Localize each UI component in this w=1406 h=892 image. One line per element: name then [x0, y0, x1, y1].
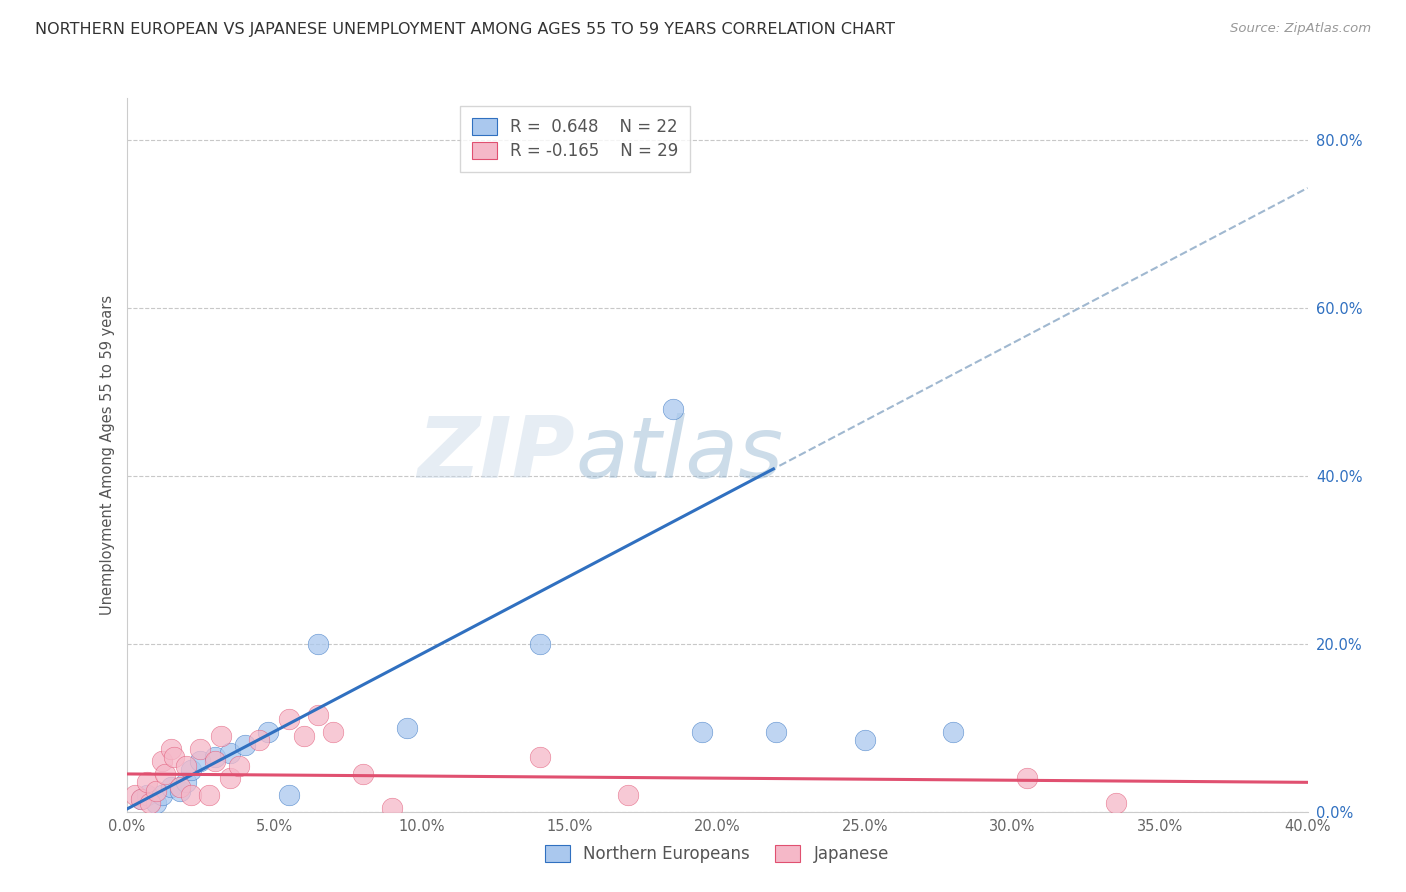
Point [198, 788, 221, 802]
Text: Source: ZipAtlas.com: Source: ZipAtlas.com [1230, 22, 1371, 36]
Point [169, 783, 191, 797]
Point [661, 401, 683, 416]
Point [396, 721, 419, 735]
Point [617, 788, 640, 802]
Point [174, 775, 197, 789]
Y-axis label: Unemployment Among Ages 55 to 59 years: Unemployment Among Ages 55 to 59 years [100, 295, 115, 615]
Point [529, 637, 551, 651]
Point [247, 733, 270, 747]
Point [163, 750, 186, 764]
Point [853, 733, 876, 747]
Point [278, 712, 301, 726]
Point [1105, 797, 1128, 811]
Point [124, 788, 146, 802]
Point [150, 755, 173, 769]
Point [169, 780, 191, 794]
Point [159, 741, 183, 756]
Point [188, 741, 211, 756]
Point [139, 797, 162, 811]
Point [129, 792, 153, 806]
Point [690, 725, 713, 739]
Point [180, 788, 202, 802]
Point [228, 758, 250, 772]
Point [292, 729, 315, 743]
Point [529, 750, 551, 764]
Point [942, 725, 965, 739]
Point [204, 755, 226, 769]
Text: atlas: atlas [575, 413, 783, 497]
Point [233, 738, 256, 752]
Point [278, 788, 301, 802]
Point [219, 746, 242, 760]
Point [204, 750, 226, 764]
Point [153, 767, 176, 781]
Point [136, 788, 159, 802]
Point [307, 708, 329, 723]
Point [307, 637, 329, 651]
Point [174, 758, 197, 772]
Point [159, 780, 183, 794]
Point [219, 771, 242, 785]
Point [145, 783, 167, 797]
Point [1017, 771, 1039, 785]
Point [180, 763, 202, 777]
Point [129, 792, 153, 806]
Point [150, 788, 173, 802]
Point [136, 775, 159, 789]
Point [381, 800, 404, 814]
Legend: Northern Europeans, Japanese: Northern Europeans, Japanese [537, 837, 897, 871]
Point [322, 725, 344, 739]
Text: ZIP: ZIP [418, 413, 575, 497]
Point [257, 725, 280, 739]
Point [765, 725, 787, 739]
Point [209, 729, 232, 743]
Text: NORTHERN EUROPEAN VS JAPANESE UNEMPLOYMENT AMONG AGES 55 TO 59 YEARS CORRELATION: NORTHERN EUROPEAN VS JAPANESE UNEMPLOYME… [35, 22, 896, 37]
Point [352, 767, 374, 781]
Point [188, 755, 211, 769]
Point [145, 797, 167, 811]
